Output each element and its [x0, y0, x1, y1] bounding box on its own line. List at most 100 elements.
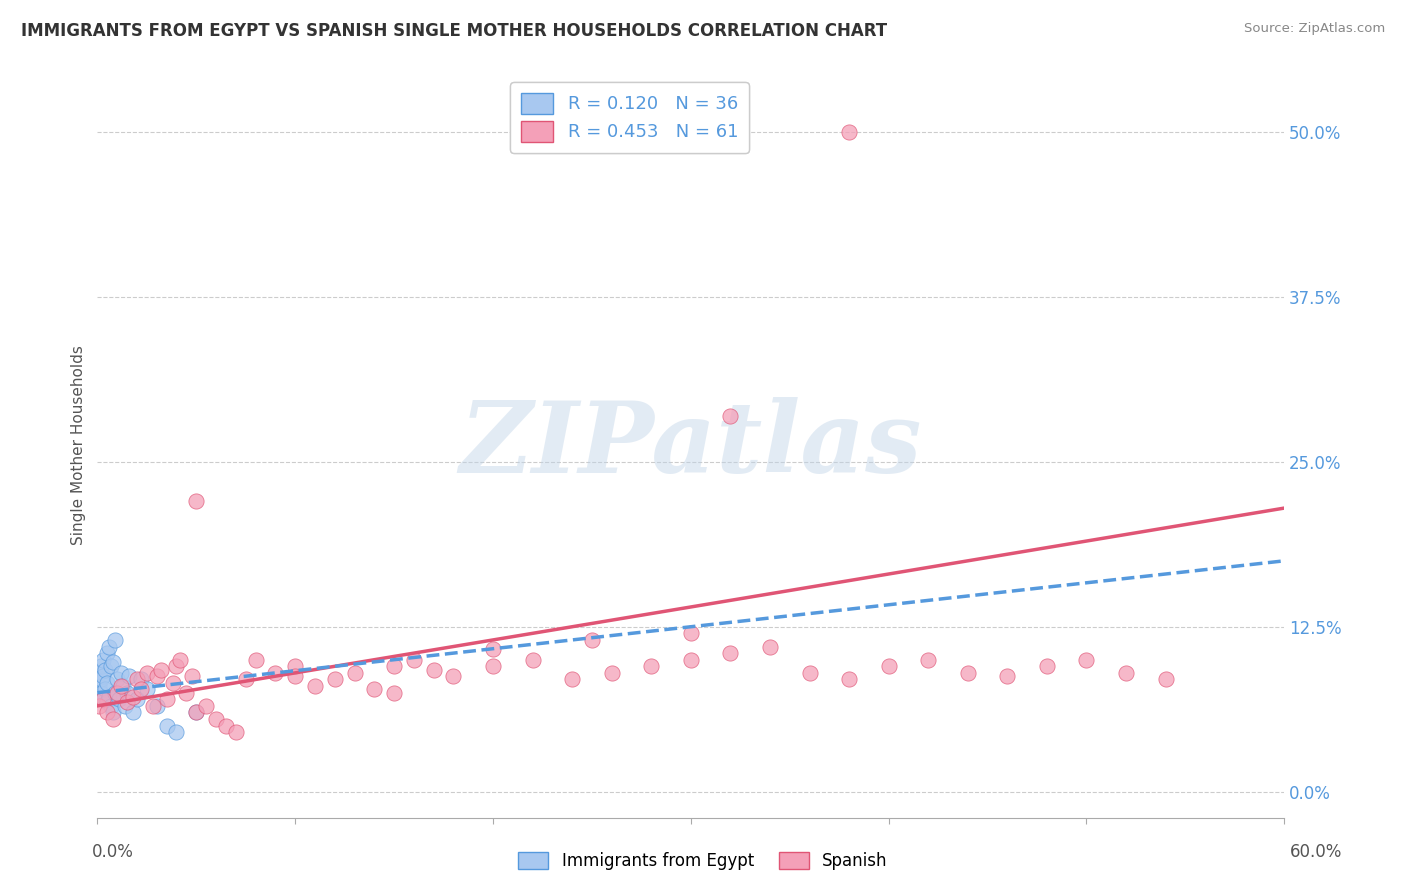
Point	[245, 653, 267, 667]
Text: 0.0%: 0.0%	[91, 843, 134, 861]
Point	[118, 668, 141, 682]
Point	[166, 659, 188, 673]
Point	[91, 653, 114, 667]
Text: ZIPatlas: ZIPatlas	[460, 397, 922, 493]
Point	[1154, 673, 1177, 687]
Point	[91, 692, 114, 706]
Legend: Immigrants from Egypt, Spanish: Immigrants from Egypt, Spanish	[512, 845, 894, 877]
Point	[110, 679, 132, 693]
Point	[142, 698, 165, 713]
Point	[96, 695, 118, 709]
Point	[100, 659, 122, 673]
Point	[98, 640, 121, 654]
Point	[718, 646, 741, 660]
Point	[838, 125, 860, 139]
Point	[101, 656, 124, 670]
Point	[186, 494, 208, 508]
Point	[284, 668, 307, 682]
Point	[105, 673, 128, 687]
Point	[186, 706, 208, 720]
Point	[181, 668, 204, 682]
Point	[96, 706, 118, 720]
Point	[956, 665, 979, 680]
Point	[112, 679, 135, 693]
Point	[1115, 665, 1137, 680]
Point	[122, 690, 145, 704]
Point	[917, 653, 939, 667]
Point	[679, 626, 702, 640]
Point	[482, 659, 505, 673]
Point	[96, 646, 118, 660]
Point	[162, 676, 184, 690]
Point	[581, 632, 603, 647]
Point	[169, 653, 191, 667]
Point	[561, 673, 583, 687]
Point	[1036, 659, 1059, 673]
Point	[115, 695, 138, 709]
Point	[166, 725, 188, 739]
Point	[877, 659, 900, 673]
Point	[718, 409, 741, 423]
Point	[443, 668, 465, 682]
Point	[104, 686, 127, 700]
Text: IMMIGRANTS FROM EGYPT VS SPANISH SINGLE MOTHER HOUSEHOLDS CORRELATION CHART: IMMIGRANTS FROM EGYPT VS SPANISH SINGLE …	[21, 22, 887, 40]
Point	[145, 668, 167, 682]
Point	[94, 663, 117, 677]
Text: Source: ZipAtlas.com: Source: ZipAtlas.com	[1244, 22, 1385, 36]
Point	[323, 673, 346, 687]
Point	[155, 718, 177, 732]
Point	[98, 690, 121, 704]
Point	[101, 706, 124, 720]
Point	[679, 653, 702, 667]
Point	[94, 681, 117, 696]
Point	[343, 665, 366, 680]
Point	[205, 712, 228, 726]
Point	[482, 642, 505, 657]
Point	[600, 665, 623, 680]
Point	[363, 681, 385, 696]
Point	[176, 686, 198, 700]
Point	[149, 663, 172, 677]
Legend: R = 0.120   N = 36, R = 0.453   N = 61: R = 0.120 N = 36, R = 0.453 N = 61	[510, 82, 749, 153]
Point	[402, 653, 425, 667]
Point	[215, 718, 238, 732]
Point	[125, 673, 148, 687]
Point	[91, 692, 114, 706]
Point	[135, 681, 157, 696]
Point	[91, 668, 114, 682]
Point	[114, 698, 136, 713]
Point	[799, 665, 821, 680]
Point	[89, 679, 111, 693]
Point	[284, 659, 307, 673]
Point	[195, 698, 218, 713]
Point	[125, 692, 148, 706]
Point	[1076, 653, 1098, 667]
Point	[100, 698, 122, 713]
Point	[838, 673, 860, 687]
Point	[522, 653, 544, 667]
Point	[145, 698, 167, 713]
Point	[101, 712, 124, 726]
Point	[640, 659, 662, 673]
Point	[105, 686, 128, 700]
Text: 60.0%: 60.0%	[1291, 843, 1343, 861]
Point	[96, 676, 118, 690]
Point	[108, 692, 131, 706]
Point	[225, 725, 247, 739]
Point	[264, 665, 287, 680]
Point	[995, 668, 1018, 682]
Point	[759, 640, 782, 654]
Point	[110, 665, 132, 680]
Point	[186, 706, 208, 720]
Point	[155, 692, 177, 706]
Point	[89, 665, 111, 680]
Point	[90, 659, 112, 673]
Point	[89, 698, 111, 713]
Point	[382, 659, 405, 673]
Point	[129, 681, 152, 696]
Point	[235, 673, 257, 687]
Point	[382, 686, 405, 700]
Point	[304, 679, 326, 693]
Point	[104, 632, 127, 647]
Y-axis label: Single Mother Households: Single Mother Households	[72, 345, 86, 545]
